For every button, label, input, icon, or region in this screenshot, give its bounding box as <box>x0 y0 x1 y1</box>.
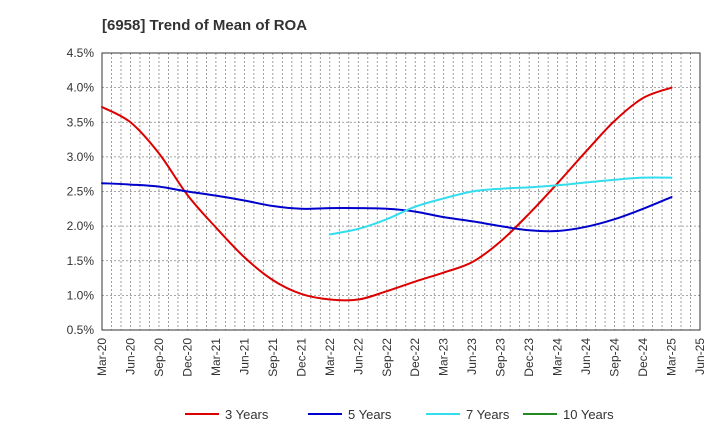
x-tick-label: Dec-23 <box>522 338 536 377</box>
y-tick-label: 2.5% <box>67 185 95 199</box>
legend-label: 10 Years <box>563 407 614 422</box>
x-tick-label: Jun-21 <box>237 338 251 375</box>
x-tick-label: Jun-23 <box>465 338 479 375</box>
x-tick-label: Sep-20 <box>152 338 166 377</box>
chart-title: [6958] Trend of Mean of ROA <box>102 17 307 34</box>
legend-label: 3 Years <box>225 407 269 422</box>
x-tick-label: Sep-23 <box>494 338 508 377</box>
legend-item: 3 Years <box>185 407 269 422</box>
x-tick-label: Jun-22 <box>351 338 365 375</box>
x-tick-label: Mar-21 <box>209 338 223 376</box>
legend-label: 5 Years <box>348 407 392 422</box>
x-tick-label: Jun-25 <box>693 338 707 375</box>
x-tick-label: Sep-22 <box>380 338 394 377</box>
series-lines <box>101 86 673 302</box>
y-tick-label: 2.0% <box>67 219 95 233</box>
x-tick-label: Mar-20 <box>95 338 109 376</box>
y-tick-label: 1.0% <box>67 288 95 302</box>
legend-item: 7 Years <box>426 407 510 422</box>
axes <box>101 52 701 331</box>
legend-label: 7 Years <box>466 407 510 422</box>
x-tick-label: Sep-21 <box>266 338 280 377</box>
series-line-3-years <box>101 86 673 302</box>
x-tick-label: Jun-20 <box>123 338 137 375</box>
x-tick-label: Dec-22 <box>408 338 422 377</box>
plot-frame <box>101 52 701 331</box>
plot-background <box>102 53 700 330</box>
y-tick-label: 3.5% <box>67 115 95 129</box>
x-tick-label: Dec-21 <box>294 338 308 377</box>
series-line-5-years <box>101 182 673 233</box>
x-tick-label: Sep-24 <box>608 338 622 377</box>
x-tick-label: Jun-24 <box>579 338 593 375</box>
legend-item: 10 Years <box>523 407 614 422</box>
x-tick-label: Mar-25 <box>665 338 679 376</box>
x-axis-ticks: Mar-20 Jun-20 Sep-20 Dec-20 Mar-21 Jun-21 Sep-… <box>95 338 707 377</box>
legend: 3 Years 5 Years 7 Years 10 Years <box>185 407 614 422</box>
y-axis-ticks: 0.5% 1.0% 1.5% 2.0% 2.5% 3.0% 3.5% 4.0% 4.5% <box>67 46 95 337</box>
legend-item: 5 Years <box>308 407 392 422</box>
y-tick-label: 3.0% <box>67 150 95 164</box>
plot-area <box>102 53 700 330</box>
x-tick-label: Dec-20 <box>180 338 194 377</box>
y-tick-label: 1.5% <box>67 254 95 268</box>
y-tick-label: 0.5% <box>67 323 95 337</box>
series-line-7-years <box>328 176 673 236</box>
y-tick-label: 4.0% <box>67 81 95 95</box>
x-tick-label: Mar-23 <box>437 338 451 376</box>
y-tick-label: 4.5% <box>67 46 95 60</box>
x-tick-label: Mar-24 <box>551 338 565 376</box>
x-tick-label: Mar-22 <box>323 338 337 376</box>
x-tick-label: Dec-24 <box>636 338 650 377</box>
